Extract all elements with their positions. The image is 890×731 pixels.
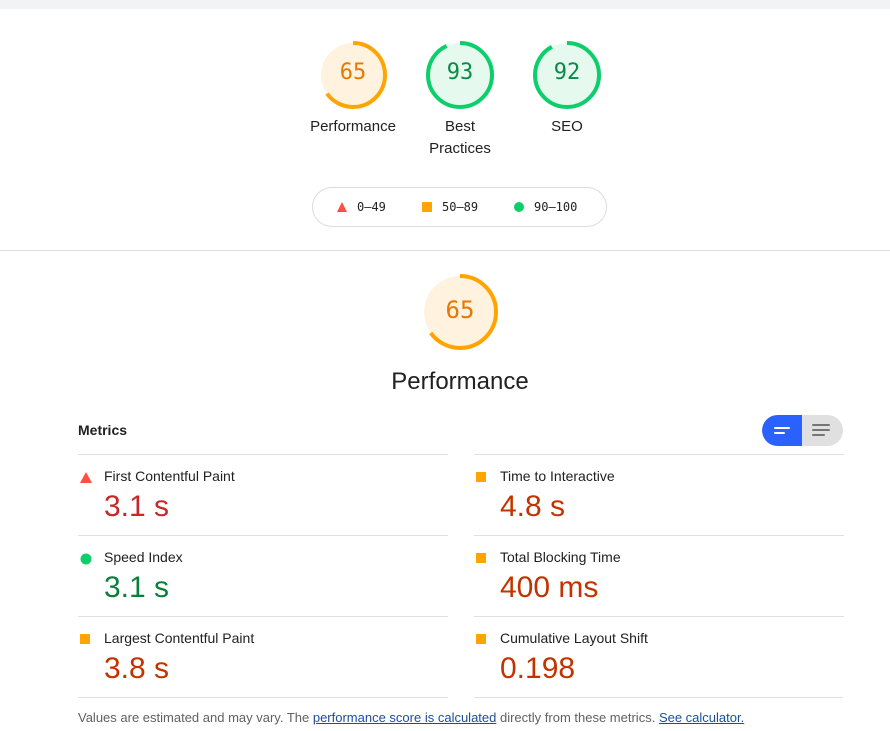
legend-average: 50–89: [422, 200, 478, 214]
metric-value: 400 ms: [500, 571, 599, 604]
circle-icon: [514, 202, 524, 212]
gauge-arc: [533, 41, 601, 109]
footnote-text: Values are estimated and may vary. The: [78, 710, 313, 725]
score-calculation-link[interactable]: performance score is calculated: [312, 710, 497, 725]
gauge-ring: [422, 274, 498, 350]
legend-fail: 0–49: [337, 200, 386, 214]
triangle-icon: [80, 472, 92, 483]
compact-view-button[interactable]: [762, 415, 802, 446]
top-strip: [0, 0, 890, 9]
metric-label: Cumulative Layout Shift: [500, 630, 648, 646]
gauge-value: 92: [553, 60, 581, 85]
gauge-ring: [426, 41, 494, 109]
performance-title: Performance: [391, 368, 529, 395]
metric-label: Speed Index: [104, 549, 183, 565]
metrics-footnote: Values are estimated and may vary. The p…: [78, 710, 744, 725]
square-icon: [422, 202, 432, 212]
gauge-fill: [321, 43, 385, 107]
gauge-value: 93: [446, 60, 474, 85]
gauge-fill: [535, 43, 599, 107]
gauge-value: 65: [339, 60, 367, 85]
gauge-arc: [319, 41, 387, 109]
gauge-label: Best Practices: [429, 118, 491, 157]
expanded-view-button[interactable]: [803, 415, 843, 446]
metric-label: Total Blocking Time: [500, 549, 621, 565]
metrics-view-toggle[interactable]: [762, 415, 843, 446]
section-divider: [0, 250, 890, 251]
circle-icon: [80, 553, 92, 565]
metric-value: 3.1 s: [104, 490, 170, 523]
metric-largest-contentful-paint: Largest Contentful Paint 3.8 s: [78, 616, 448, 697]
gauge-ring: [533, 41, 601, 109]
score-gauge-performance[interactable]: 65 Performance: [303, 38, 403, 138]
gauge-value: 65: [445, 296, 475, 324]
legend-range: 50–89: [442, 200, 479, 214]
legend-range: 90–100: [534, 200, 578, 214]
metric-time-to-interactive: Time to Interactive 4.8 s: [474, 454, 844, 535]
metric-value: 4.8 s: [500, 490, 566, 523]
metric-label: First Contentful Paint: [104, 468, 235, 484]
score-gauge-best-practices[interactable]: 93 Best Practices: [410, 38, 510, 160]
legend-range: 0–49: [357, 200, 386, 214]
metrics-bottom-divider: [78, 697, 448, 698]
metric-label: Largest Contentful Paint: [104, 630, 255, 646]
metrics-column-left: First Contentful Paint 3.1 s Speed Index…: [78, 454, 448, 697]
gauge-label: Performance: [310, 118, 396, 135]
score-legend: 0–49 50–89 90–100: [312, 187, 607, 227]
gauge-fill: [428, 43, 492, 107]
square-icon: [476, 634, 486, 644]
footnote-text: directly from these metrics.: [496, 710, 656, 725]
metric-value: 3.1 s: [104, 571, 170, 604]
triangle-icon: [337, 202, 347, 212]
square-icon: [476, 553, 486, 563]
metrics-heading: Metrics: [78, 422, 128, 438]
gauge-fill: [424, 276, 496, 348]
gauge-arc: [422, 274, 498, 350]
score-gauge-seo[interactable]: 92 SEO: [517, 38, 617, 138]
square-icon: [80, 634, 90, 644]
metrics-bottom-divider: [474, 697, 843, 698]
gauge-ring: [319, 41, 387, 109]
metric-value: 3.8 s: [104, 652, 170, 685]
metrics-column-right: Time to Interactive 4.8 s Total Blocking…: [474, 454, 844, 697]
metric-cumulative-layout-shift: Cumulative Layout Shift 0.198: [474, 616, 844, 697]
legend-pass: 90–100: [514, 200, 577, 214]
metric-value: 0.198: [500, 652, 576, 685]
see-calculator-link[interactable]: See calculator.: [658, 710, 745, 725]
gauge-arc: [426, 41, 494, 109]
metric-speed-index: Speed Index 3.1 s: [78, 535, 448, 616]
square-icon: [476, 472, 486, 482]
performance-gauge-large: 65: [420, 272, 500, 352]
metric-label: Time to Interactive: [500, 468, 615, 484]
metric-total-blocking-time: Total Blocking Time 400 ms: [474, 535, 844, 616]
gauge-label: SEO: [551, 118, 583, 135]
metric-first-contentful-paint: First Contentful Paint 3.1 s: [78, 454, 448, 535]
